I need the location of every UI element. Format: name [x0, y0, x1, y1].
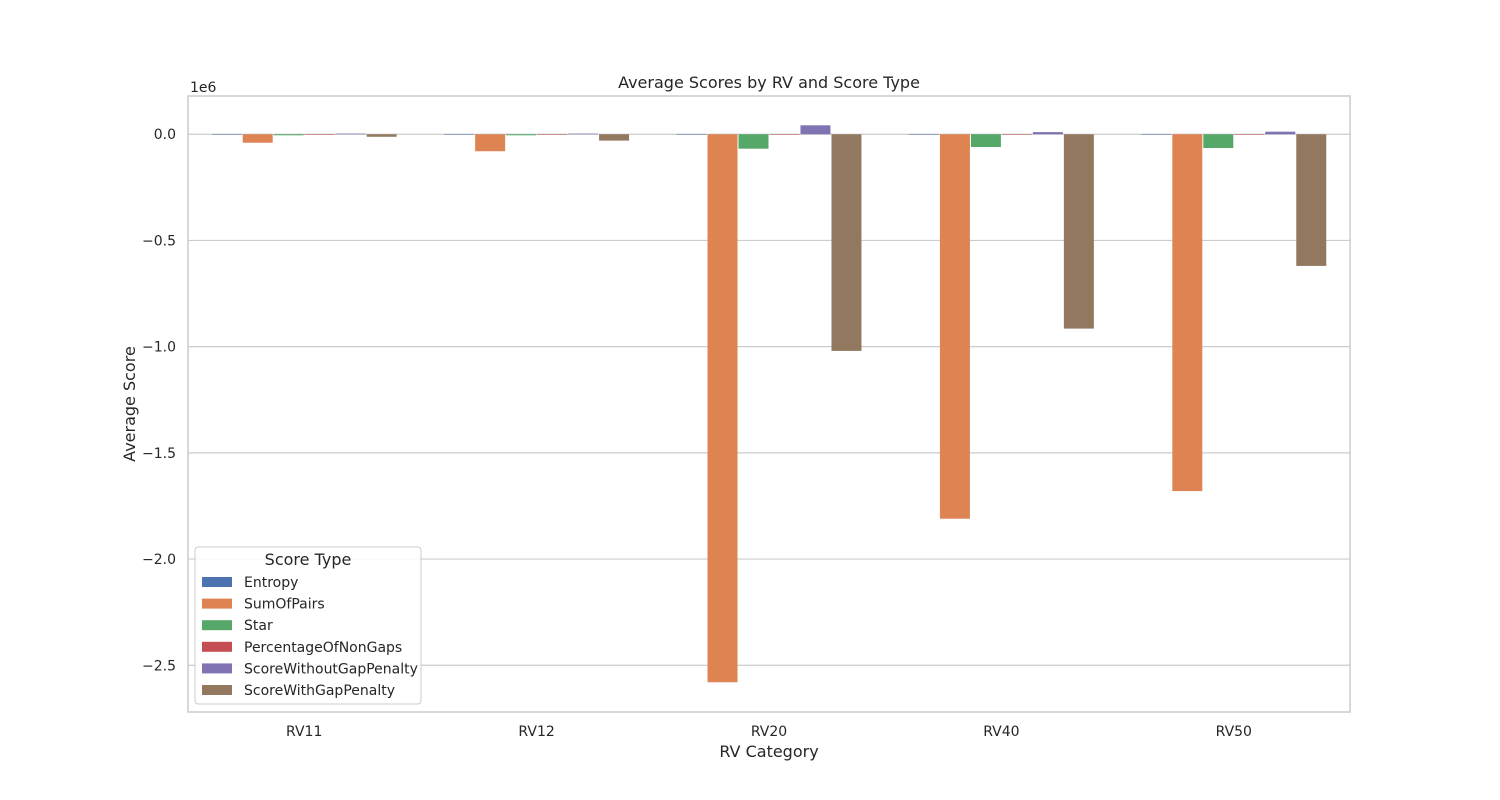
y-axis-label: Average Score	[120, 346, 139, 462]
bar	[1203, 134, 1234, 149]
x-axis-label: RV Category	[719, 742, 818, 761]
y-tick-label: 0.0	[154, 127, 176, 143]
bar	[444, 134, 475, 135]
bar	[568, 133, 599, 135]
bar	[599, 134, 630, 141]
legend-entry: Star	[244, 618, 273, 634]
legend-entry: ScoreWithoutGapPenalty	[244, 661, 418, 677]
bar	[908, 134, 939, 135]
y-offset-label: 1e6	[190, 80, 217, 96]
legend-items: Entropy SumOfPairs Star PercentageOfNonGaps…	[202, 575, 418, 699]
x-tick-labels: RV11 RV12 RV20 RV40 RV50	[286, 724, 1252, 740]
x-tick-label: RV11	[286, 724, 322, 740]
legend-entry: ScoreWithGapPenalty	[244, 683, 395, 699]
bar	[211, 134, 242, 135]
legend-entry: Entropy	[244, 575, 298, 591]
bar	[676, 134, 707, 135]
bar	[970, 134, 1001, 147]
bar	[1265, 131, 1296, 135]
bar	[242, 134, 273, 143]
bar	[1296, 134, 1327, 266]
y-tick-label: −1.5	[142, 446, 176, 462]
legend-swatch	[202, 598, 232, 609]
bar	[537, 134, 568, 135]
bar	[1063, 134, 1094, 329]
bar	[273, 134, 304, 136]
legend-swatch	[202, 685, 232, 695]
legend-swatch	[202, 663, 232, 674]
bar	[1234, 134, 1265, 135]
bar	[939, 134, 970, 519]
legend-swatch	[202, 577, 232, 587]
bar	[1172, 134, 1203, 492]
bar	[800, 125, 831, 135]
legend-entry: SumOfPairs	[244, 597, 325, 613]
bar	[304, 134, 335, 135]
legend-swatch	[202, 641, 232, 652]
y-tick-label: −1.0	[142, 340, 176, 356]
chart-title: Average Scores by RV and Score Type	[618, 73, 920, 92]
bar	[366, 134, 397, 137]
legend-title: Score Type	[265, 550, 352, 569]
y-tick-labels: 0.0 −0.5 −1.0 −1.5 −2.0 −2.5	[142, 127, 176, 674]
bar	[831, 134, 862, 351]
bar	[1001, 134, 1032, 135]
y-tick-label: −0.5	[142, 233, 176, 249]
plot-frame	[187, 95, 1351, 713]
bar	[1032, 132, 1063, 135]
legend-swatch	[202, 620, 232, 631]
bar	[738, 134, 769, 149]
legend: Score Type Entropy SumOfPairs Star Percenta…	[194, 546, 422, 705]
bar	[769, 134, 800, 135]
x-tick-label: RV40	[983, 724, 1019, 740]
bars	[211, 125, 1327, 683]
bar	[475, 134, 506, 152]
x-tick-label: RV12	[518, 724, 554, 740]
y-tick-label: −2.0	[142, 552, 176, 568]
legend-entry: PercentageOfNonGaps	[244, 640, 402, 656]
bar	[506, 134, 537, 136]
x-tick-label: RV20	[751, 724, 787, 740]
bar	[1141, 134, 1172, 135]
x-tick-label: RV50	[1216, 724, 1252, 740]
bar	[707, 134, 738, 683]
legend-frame	[194, 546, 422, 705]
y-tick-label: −2.5	[142, 658, 176, 674]
bar	[335, 133, 366, 135]
